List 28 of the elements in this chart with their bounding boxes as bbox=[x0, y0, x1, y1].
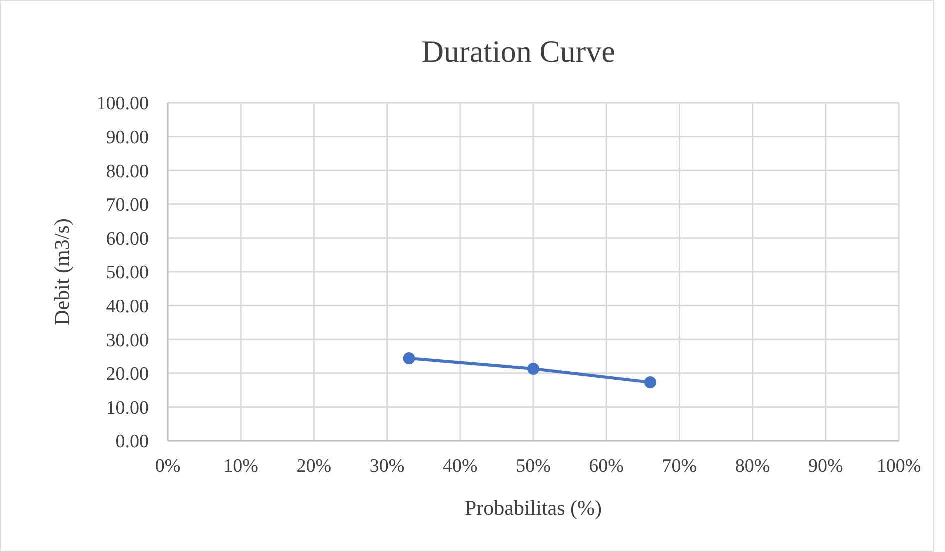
y-tick-label: 90.00 bbox=[106, 127, 149, 148]
x-tick-label: 100% bbox=[876, 456, 922, 477]
y-tick-label: 100.00 bbox=[96, 94, 149, 115]
x-tick-label: 50% bbox=[516, 456, 552, 477]
y-tick-label: 20.00 bbox=[106, 364, 149, 386]
x-tick-label: 0% bbox=[155, 456, 181, 477]
y-tick-label: 70.00 bbox=[106, 195, 149, 216]
y-tick-label: 0.00 bbox=[116, 432, 149, 453]
x-tick-label: 80% bbox=[735, 456, 770, 477]
point bbox=[403, 352, 416, 365]
y-tick-label: 40.00 bbox=[106, 296, 149, 318]
x-tick-label: 10% bbox=[224, 456, 259, 477]
chart-title: Duration Curve bbox=[422, 34, 616, 69]
y-tick-label: 80.00 bbox=[106, 161, 149, 182]
point bbox=[528, 363, 540, 376]
y-tick-label: 30.00 bbox=[106, 330, 149, 352]
x-tick-label: 30% bbox=[370, 456, 405, 477]
y-tick-label: 50.00 bbox=[106, 262, 149, 284]
point bbox=[644, 376, 656, 389]
x-tick-label: 70% bbox=[662, 456, 698, 477]
x-tick-label: 40% bbox=[442, 456, 478, 477]
y-tick-label: 10.00 bbox=[106, 398, 149, 419]
x-tick-label: 90% bbox=[808, 456, 844, 477]
y-tick-label: 60.00 bbox=[106, 228, 149, 250]
x-tick-label: 60% bbox=[589, 456, 624, 477]
y-axis-title: Debit (m3/s) bbox=[50, 218, 74, 326]
x-axis-title: Probabilitas (%) bbox=[464, 496, 602, 520]
x-tick-label: 20% bbox=[296, 456, 332, 477]
